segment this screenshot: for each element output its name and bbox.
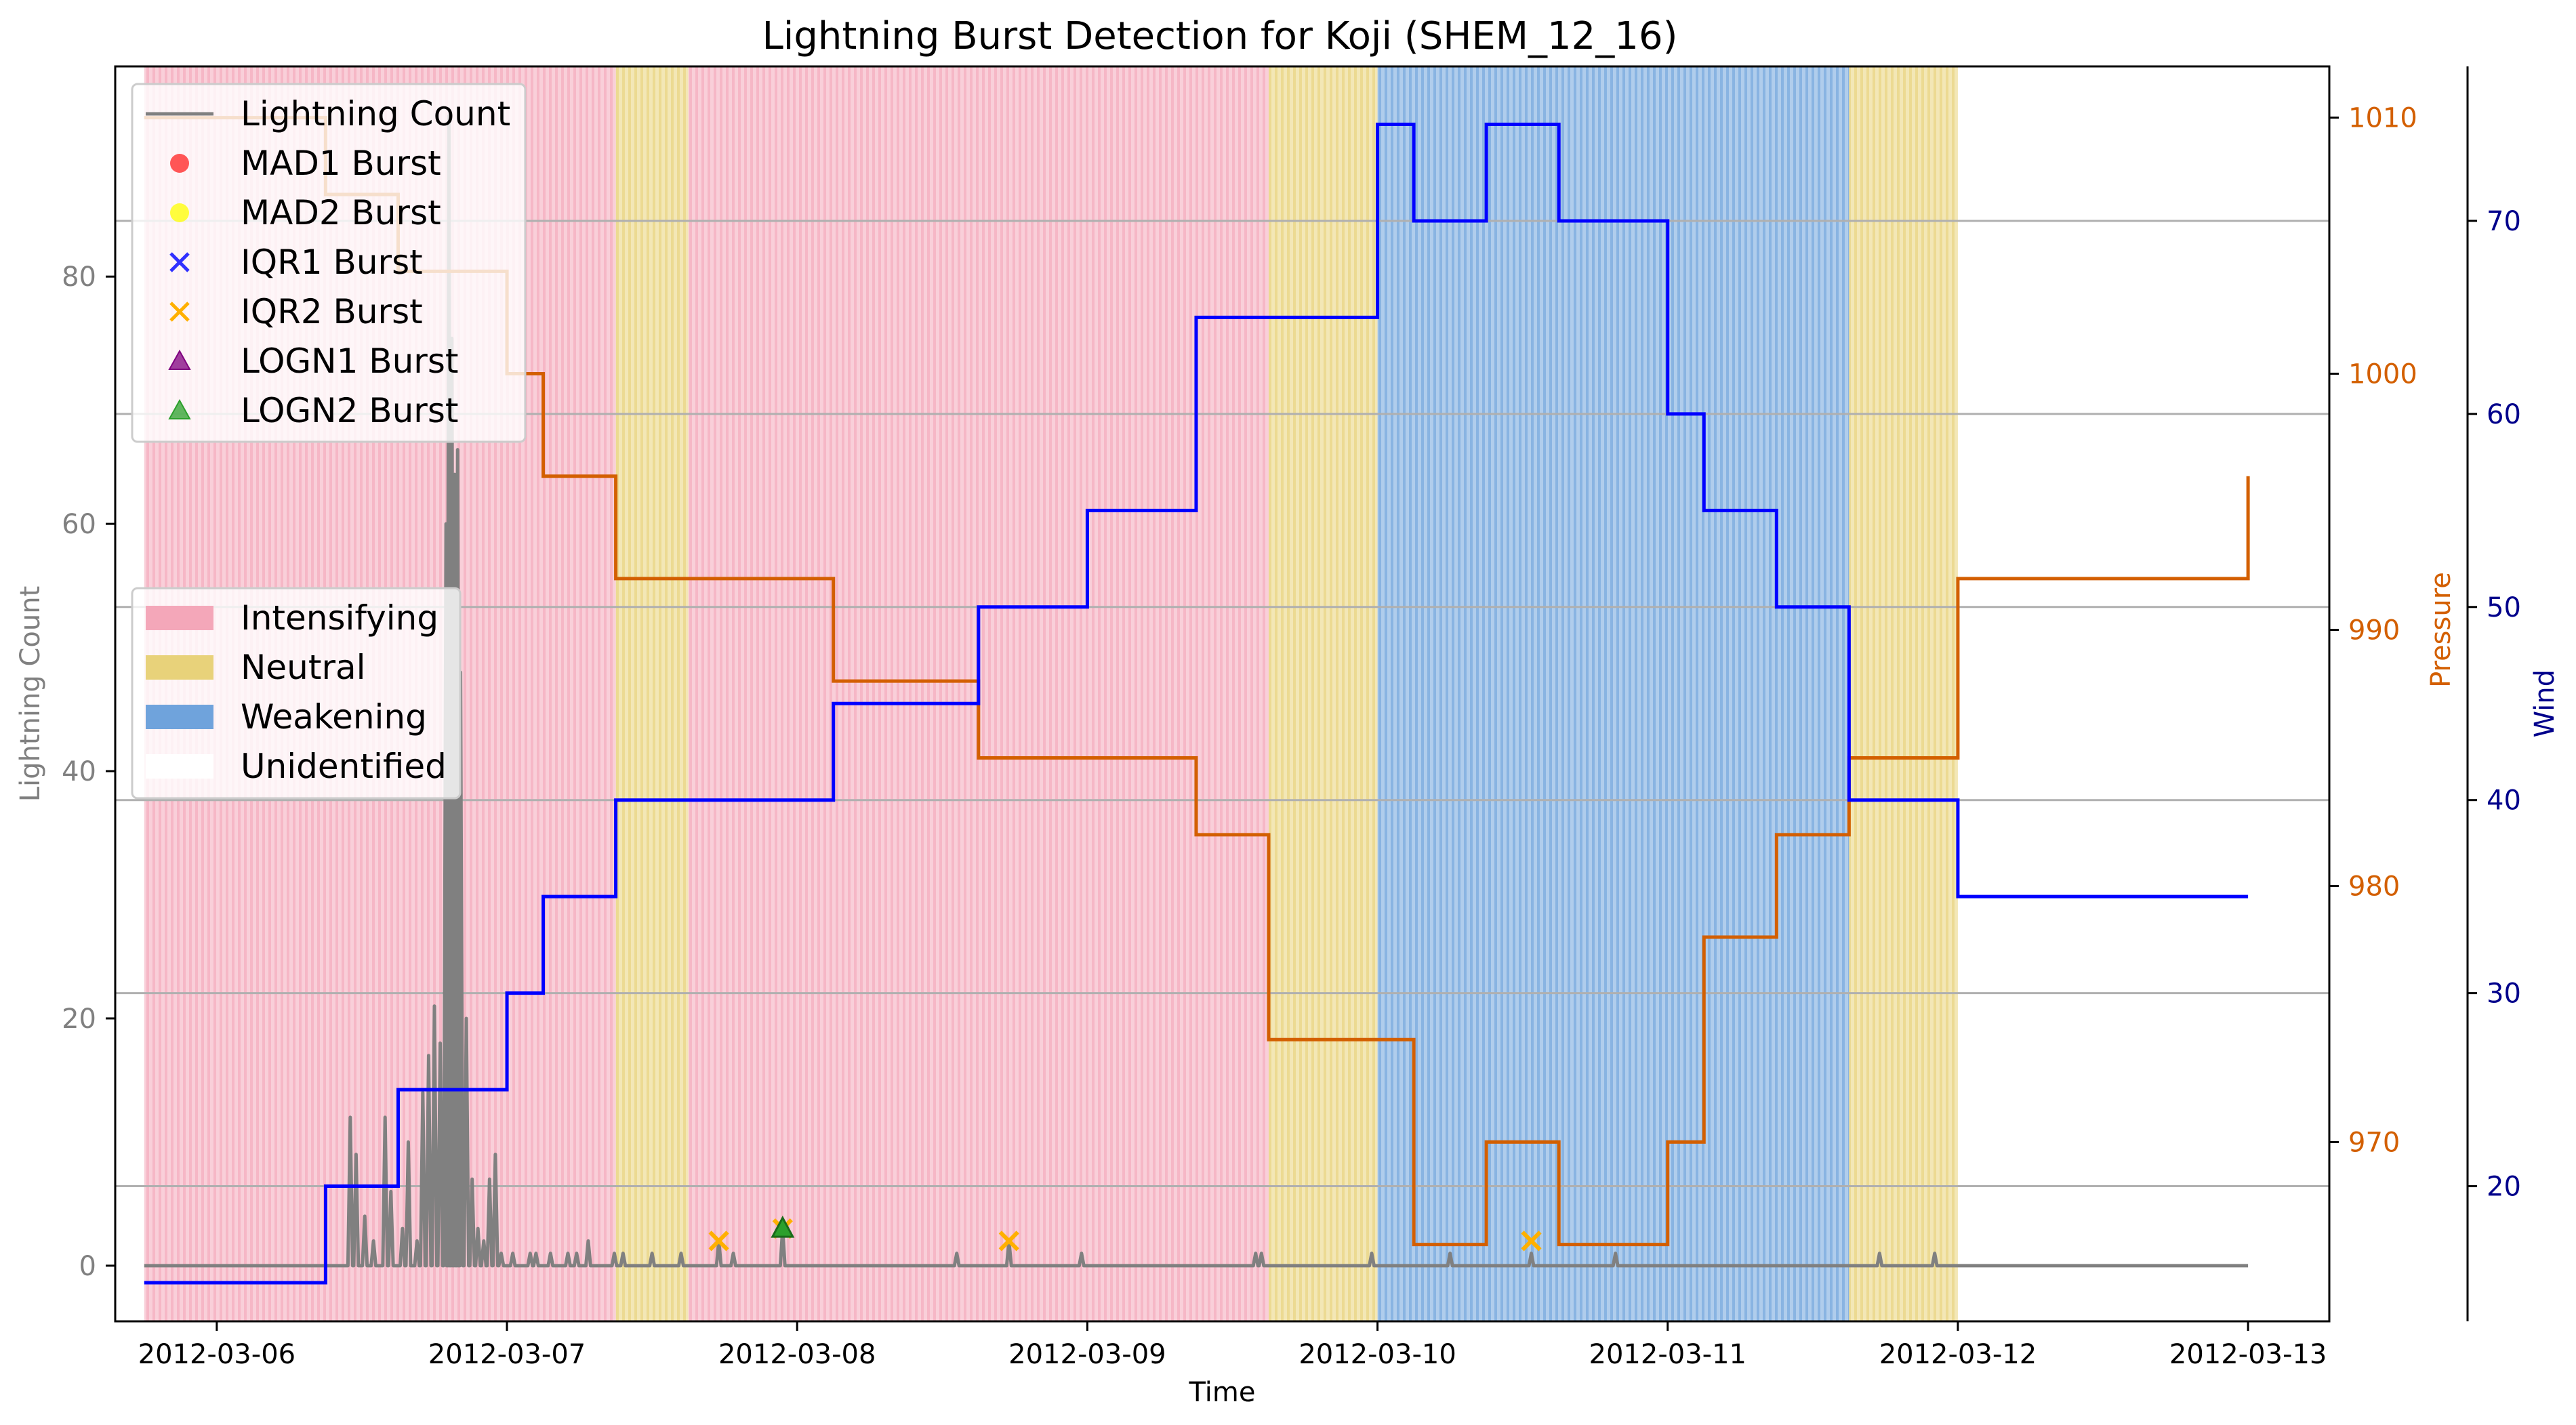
phase-band-neutral xyxy=(1849,66,1958,1321)
y-tick-label-wind: 50 xyxy=(2487,592,2521,623)
x-tick-label: 2012-03-13 xyxy=(2169,1339,2327,1370)
legend-label: LOGN1 Burst xyxy=(241,342,458,381)
legend-phase-swatch xyxy=(146,754,213,779)
burst-marker-iqr2 xyxy=(1521,1231,1542,1252)
series-wind xyxy=(144,122,2249,1285)
chart-title: Lightning Burst Detection for Koji (SHEM… xyxy=(762,14,1678,58)
legend-triangle-swatch xyxy=(168,398,191,419)
y-tick-label-lightning: 20 xyxy=(62,1004,96,1035)
legend-phase-swatch xyxy=(146,606,213,630)
y-tick-label-wind: 20 xyxy=(2487,1172,2521,1203)
x-tick-label: 2012-03-08 xyxy=(718,1339,876,1370)
x-tick-label: 2012-03-07 xyxy=(428,1339,586,1370)
legend-series: Lightning Count MAD1 Burst MAD2 Burst IQR1 … xyxy=(131,83,527,443)
legend-label: Lightning Count xyxy=(241,94,510,133)
y-tick-label-pressure: 1010 xyxy=(2348,103,2417,134)
legend-phase-swatch xyxy=(146,705,213,729)
y-tick-label-wind: 60 xyxy=(2487,399,2521,430)
y-axis-label-wind: Wind xyxy=(2529,669,2560,738)
y-tick-label-lightning: 40 xyxy=(62,756,96,787)
legend-box xyxy=(131,83,527,443)
series-lightning-count xyxy=(144,114,2249,1268)
burst-x-stroke xyxy=(1521,1231,1542,1252)
legend-circle-swatch xyxy=(170,154,189,173)
y-tick-label-wind: 70 xyxy=(2487,206,2521,237)
burst-x-stroke xyxy=(708,1231,729,1252)
legend-phase-swatch xyxy=(146,655,213,680)
plot-frame xyxy=(114,65,2331,1323)
legend-label: Weakening xyxy=(241,697,427,737)
legend-x-swatch xyxy=(169,302,190,322)
legend-label: MAD2 Burst xyxy=(241,193,441,232)
x-tick-label: 2012-03-12 xyxy=(1879,1339,2037,1370)
phase-band-neutral xyxy=(1269,66,1378,1321)
legend-label: LOGN2 Burst xyxy=(241,391,458,430)
legend-triangle-swatch xyxy=(168,349,191,370)
y-tick-label-pressure: 1000 xyxy=(2348,359,2417,390)
y-tick-label-pressure: 970 xyxy=(2348,1127,2400,1158)
y-axis-label-pressure: Pressure xyxy=(2426,572,2457,688)
y-tick-label-pressure: 990 xyxy=(2348,615,2400,646)
y-tick-label-lightning: 0 xyxy=(79,1251,96,1282)
burst-marker-logn2 xyxy=(771,1215,795,1238)
y-tick-label-pressure: 980 xyxy=(2348,871,2400,902)
y-tick-label-wind: 30 xyxy=(2487,978,2521,1010)
phase-band-weakening xyxy=(1377,66,1849,1321)
y-tick-label-wind: 40 xyxy=(2487,785,2521,817)
x-tick-label: 2012-03-10 xyxy=(1299,1339,1456,1370)
legend-label: IQR1 Burst xyxy=(241,243,423,282)
burst-marker-iqr2 xyxy=(998,1231,1019,1252)
legend-x-swatch xyxy=(169,252,190,272)
legend-label: Unidentified xyxy=(241,747,447,786)
legend-label: Neutral xyxy=(241,648,366,687)
legend-circle-swatch xyxy=(170,203,189,222)
x-tick-label: 2012-03-06 xyxy=(138,1339,295,1370)
legend-phases: Intensifying Neutral Weakening Unidentified xyxy=(131,587,462,800)
x-axis-label: Time xyxy=(1189,1377,1256,1408)
y-tick-label-lightning: 80 xyxy=(62,262,96,293)
phase-band-neutral xyxy=(615,66,689,1321)
y-tick-label-lightning: 60 xyxy=(62,509,96,540)
y-axis-label-lightning: Lightning Count xyxy=(15,586,46,802)
x-tick-label: 2012-03-09 xyxy=(1008,1339,1166,1370)
plot-area: 2012-03-06 2012-03-07 2012-03-08 2012-03-09… xyxy=(62,65,2521,1370)
burst-marker-iqr2 xyxy=(708,1231,729,1252)
legend-label: MAD1 Burst xyxy=(241,144,441,183)
legend-box xyxy=(131,587,462,800)
legend-label: IQR2 Burst xyxy=(241,292,423,331)
legend-label: Intensifying xyxy=(241,598,438,638)
x-tick-label: 2012-03-11 xyxy=(1589,1339,1746,1370)
burst-x-stroke xyxy=(998,1231,1019,1252)
